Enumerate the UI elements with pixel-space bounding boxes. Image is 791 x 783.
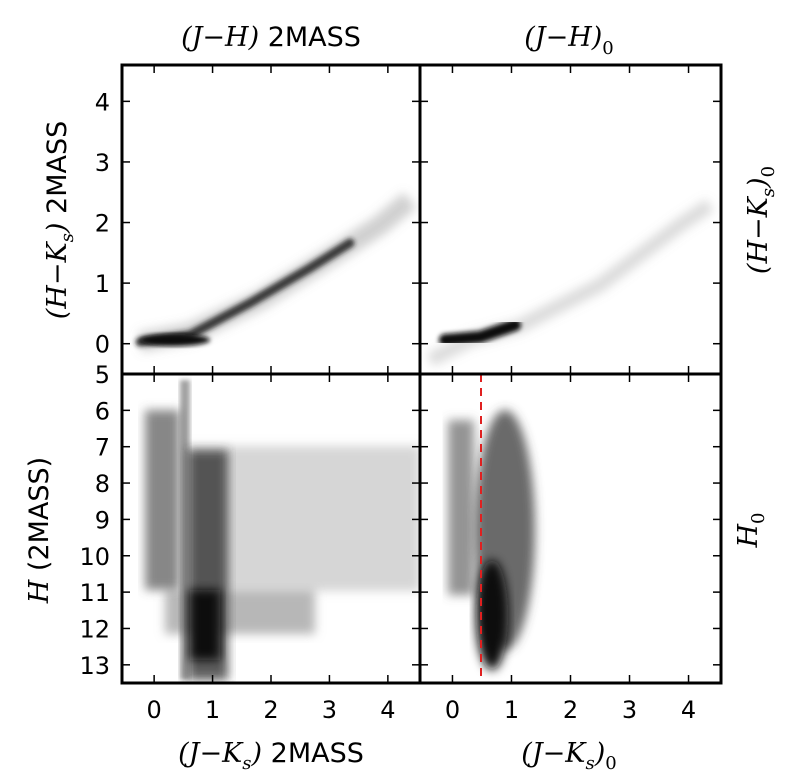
tick-label: 3 [95,149,110,177]
tick-label: 0 [95,331,110,359]
tick-label: 3 [322,696,337,724]
label-top-right: (J−H)0 [524,22,614,59]
label-right-top: (H−Ks)0 [743,166,779,274]
tick-label: 6 [95,397,110,425]
tick-label: 11 [79,579,110,607]
label-right-bottom: H0 [733,513,769,549]
label-left-top: (H−Ks) 2MASS [42,121,78,319]
tick-label: 9 [95,506,110,534]
density-bottom-right [448,374,535,683]
tick-label: 5 [95,361,110,389]
tick-marks [122,65,721,683]
tick-label: 4 [380,696,395,724]
tick-label: 3 [622,696,637,724]
label-bottom-right: (J−Ks)0 [521,738,616,774]
density-top-right [426,199,714,367]
tick-label: 1 [504,696,519,724]
density-top-left [135,192,417,352]
label-left-bottom: H (2MASS) [24,457,55,604]
tick-label: 2 [95,210,110,238]
density-bottom-left [145,380,420,680]
tick-label: 4 [681,696,696,724]
label-top-left: (J−H) 2MASS [181,22,361,53]
tick-label: 1 [205,696,220,724]
tick-label: 8 [95,470,110,498]
tick-label: 2 [563,696,578,724]
label-bottom-left: (J−Ks) 2MASS [178,738,364,774]
tick-label: 10 [79,543,110,571]
tick-label: 2 [263,696,278,724]
tick-label: 0 [445,696,460,724]
tick-label: 13 [79,652,110,680]
tick-label: 1 [95,270,110,298]
tick-label: 0 [146,696,161,724]
tick-label: 12 [79,615,110,643]
tick-label: 7 [95,434,110,462]
tick-label: 4 [95,88,110,116]
